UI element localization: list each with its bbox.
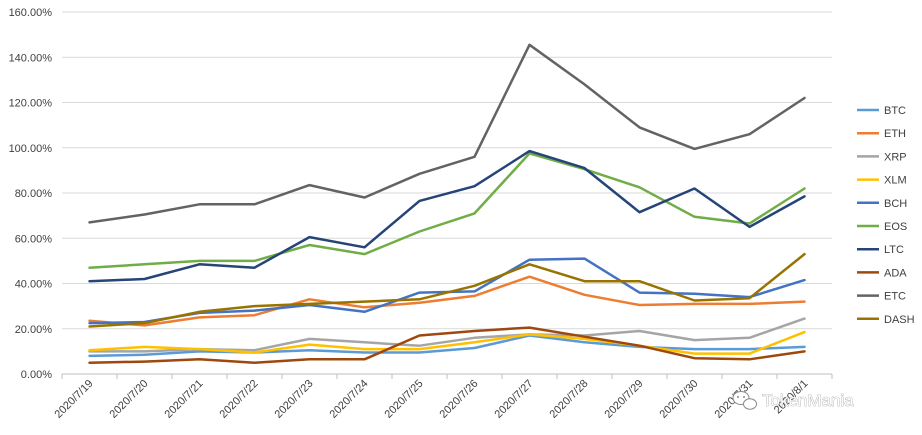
legend-item-xlm: XLM: [857, 175, 907, 187]
legend-item-ada: ADA: [857, 267, 907, 279]
watermark: TokenMania: [732, 391, 855, 410]
series-lines: [88, 43, 806, 364]
legend-item-eos: EOS: [857, 221, 907, 233]
watermark-text: TokenMania: [762, 391, 854, 410]
legend-label: XLM: [884, 175, 907, 187]
y-tick-label: 80.00%: [15, 188, 53, 200]
series-line-eos: [88, 152, 806, 269]
legend-label: ETH: [884, 128, 906, 140]
legend-label: BTC: [884, 105, 906, 117]
series-line-btc: [88, 334, 806, 358]
y-tick-label: 160.00%: [9, 7, 53, 19]
x-tick-label: 2020/7/19: [53, 378, 96, 421]
legend-label: ETC: [884, 291, 906, 303]
legend-label: ADA: [884, 267, 907, 279]
series-line-etc: [88, 43, 806, 224]
legend-item-dash: DASH: [857, 314, 915, 326]
x-tick-label: 2020/7/20: [108, 378, 151, 421]
x-tick-label: 2020/7/23: [273, 378, 316, 421]
x-tick-label: 2020/7/30: [658, 378, 701, 421]
legend-item-bch: BCH: [857, 198, 907, 210]
legend-item-xrp: XRP: [857, 151, 907, 163]
x-tick-label: 2020/7/27: [493, 378, 536, 421]
legend: BTC ETH XRP XLM BCH EOS LTC ADA ETC DASH: [857, 105, 915, 326]
legend-item-etc: ETC: [857, 291, 906, 303]
legend-label: EOS: [884, 221, 907, 233]
y-tick-label: 120.00%: [9, 98, 53, 110]
y-tick-label: 20.00%: [15, 324, 53, 336]
series-line-dash: [88, 252, 806, 328]
legend-item-ltc: LTC: [857, 244, 904, 256]
series-line-eth: [88, 275, 806, 327]
y-tick-label: 140.00%: [9, 52, 53, 64]
series-line-ltc: [88, 149, 806, 283]
y-tick-label: 60.00%: [15, 233, 53, 245]
legend-label: DASH: [884, 314, 915, 326]
x-tick-label: 2020/7/28: [548, 378, 591, 421]
y-tick-label: 0.00%: [21, 369, 52, 381]
x-tick-label: 2020/7/24: [328, 378, 371, 421]
legend-label: LTC: [884, 244, 904, 256]
series-line-xlm: [88, 330, 806, 355]
x-tick-label: 2020/7/26: [438, 378, 481, 421]
x-tick-label: 2020/7/25: [383, 378, 426, 421]
y-tick-label: 40.00%: [15, 279, 53, 291]
x-tick-label: 2020/7/29: [603, 378, 646, 421]
legend-item-btc: BTC: [857, 105, 906, 117]
y-tick-label: 100.00%: [9, 143, 53, 155]
x-tick-label: 2020/7/22: [218, 378, 261, 421]
x-axis-tick-labels: 2020/7/19 2020/7/20 2020/7/21 2020/7/22 2020…: [53, 374, 833, 421]
legend-label: BCH: [884, 198, 907, 210]
x-tick-label: 2020/7/21: [163, 378, 206, 421]
y-axis-tick-labels: 0.00% 20.00% 40.00% 60.00% 80.00% 100.00% 120.…: [9, 7, 53, 381]
series-line-ada: [88, 326, 806, 364]
wechat-icon: [732, 391, 757, 410]
legend-item-eth: ETH: [857, 128, 906, 140]
legend-label: XRP: [884, 151, 907, 163]
